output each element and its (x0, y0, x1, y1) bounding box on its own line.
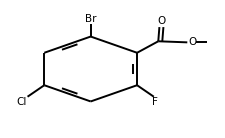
Text: O: O (157, 16, 165, 26)
Text: F: F (151, 97, 157, 107)
Text: Br: Br (85, 14, 96, 24)
Text: Cl: Cl (16, 97, 26, 107)
Text: O: O (188, 37, 196, 47)
